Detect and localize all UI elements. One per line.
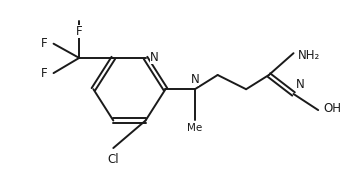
Text: Me: Me bbox=[187, 123, 202, 133]
Text: N: N bbox=[150, 51, 159, 64]
Text: F: F bbox=[41, 67, 48, 80]
Text: F: F bbox=[41, 37, 48, 50]
Text: N: N bbox=[295, 78, 304, 91]
Text: NH₂: NH₂ bbox=[298, 49, 320, 62]
Text: Cl: Cl bbox=[107, 153, 119, 166]
Text: F: F bbox=[76, 25, 82, 38]
Text: N: N bbox=[190, 73, 199, 86]
Text: OH: OH bbox=[323, 102, 341, 115]
